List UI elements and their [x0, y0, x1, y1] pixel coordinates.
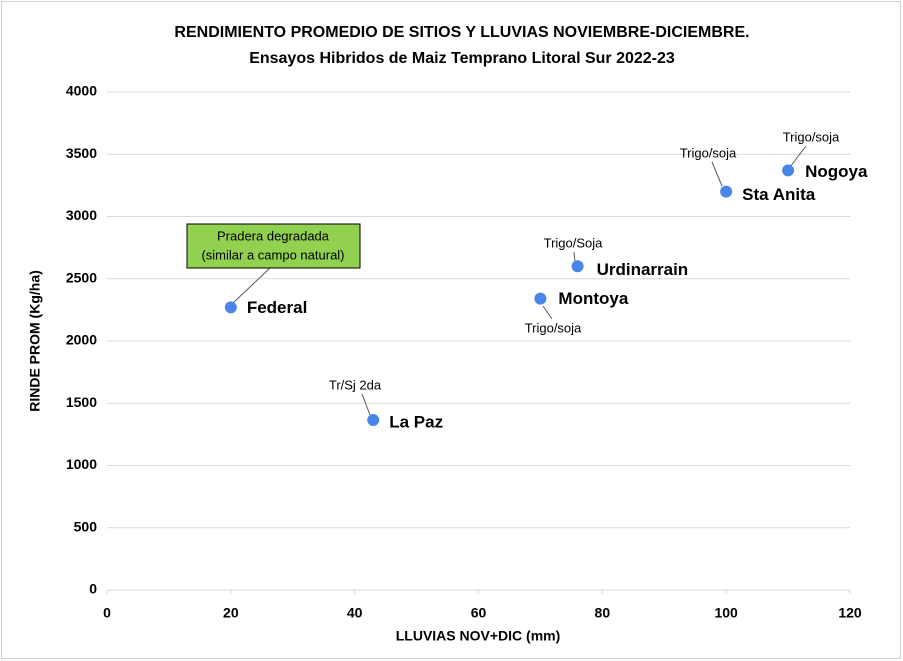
- x-axis-label: LLUVIAS NOV+DIC (mm): [396, 628, 561, 644]
- x-tick-label: 0: [103, 605, 111, 621]
- point-label: Montoya: [558, 289, 628, 308]
- point-note: Trigo/soja: [525, 320, 582, 335]
- y-tick-label: 1500: [66, 394, 97, 410]
- annotation-box: [186, 223, 361, 269]
- leader-line: [573, 251, 576, 263]
- point: [534, 292, 547, 305]
- point: [224, 301, 237, 314]
- point-note: Tr/Sj 2da: [329, 377, 382, 392]
- annotation-text: (similar a campo natural): [201, 247, 344, 262]
- point: [367, 414, 380, 427]
- y-tick-label: 3000: [66, 207, 97, 223]
- point-note: Trigo/soja: [680, 145, 737, 160]
- point-label: Federal: [247, 298, 307, 317]
- point: [720, 185, 733, 198]
- x-tick-label: 20: [223, 605, 239, 621]
- y-tick-label: 500: [74, 518, 98, 534]
- point-note: Trigo/Soja: [544, 235, 604, 250]
- chart-subtitle: Ensayos Hibridos de Maiz Temprano Litora…: [249, 50, 675, 67]
- y-tick-label: 3500: [66, 145, 97, 161]
- x-tick-label: 120: [838, 605, 862, 621]
- y-tick-label: 0: [89, 581, 97, 597]
- y-axis-label: RINDE PROM (Kg/ha): [27, 270, 43, 412]
- y-tick-label: 2500: [66, 269, 97, 285]
- leader-line: [711, 161, 723, 187]
- y-tick-label: 4000: [66, 83, 97, 99]
- x-tick-label: 100: [714, 605, 738, 621]
- annotation-text: Pradera degradada: [217, 228, 330, 243]
- leader-line: [542, 305, 553, 320]
- point-label: Nogoya: [805, 162, 868, 181]
- leader-line: [361, 393, 371, 416]
- point-label: Urdinarrain: [597, 260, 689, 279]
- y-tick-label: 1000: [66, 456, 97, 472]
- point-note: Trigo/soja: [783, 129, 840, 144]
- chart-title: RENDIMIENTO PROMEDIO DE SITIOS Y LLUVIAS…: [174, 24, 749, 41]
- point-label: Sta Anita: [742, 185, 816, 204]
- leader-line: [232, 267, 271, 304]
- point: [571, 260, 584, 273]
- leader-line: [789, 145, 807, 168]
- point-label: La Paz: [389, 413, 443, 432]
- x-tick-label: 40: [347, 605, 363, 621]
- x-tick-label: 80: [595, 605, 611, 621]
- point: [782, 164, 795, 177]
- x-tick-label: 60: [471, 605, 487, 621]
- y-tick-label: 2000: [66, 332, 97, 348]
